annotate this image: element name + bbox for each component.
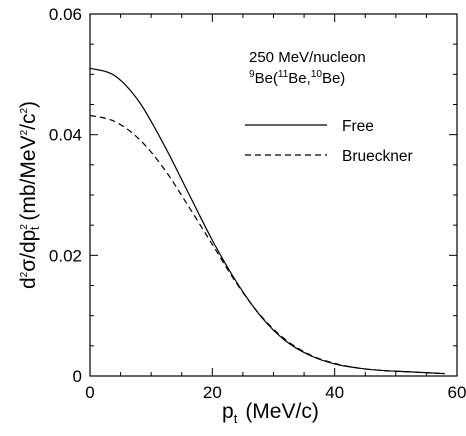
- annotation-reaction: 9Be(11Be,10Be): [249, 69, 345, 87]
- series-line-free: [89, 67, 445, 375]
- tick-marks: [89, 13, 458, 377]
- tick-labels: 0 20 40 60 0 0.02 0.04 0.06: [49, 5, 466, 402]
- series-layer: [89, 67, 445, 375]
- x-tick-label: 60: [448, 383, 466, 402]
- legend-label-brueckner: Brueckner: [342, 148, 413, 165]
- y-tick-label: 0.02: [49, 246, 82, 265]
- legend: Free Brueckner: [245, 118, 413, 165]
- x-axis-label: pt (MeV/c): [222, 400, 319, 426]
- y-tick-label: 0.06: [49, 5, 82, 24]
- y-axis-label: d2σ/dp2t (mb/MeV2/c2): [17, 101, 42, 289]
- legend-label-free: Free: [342, 118, 374, 135]
- plot-frame: [89, 13, 458, 377]
- y-tick-label: 0: [73, 367, 82, 386]
- x-tick-label: 0: [85, 383, 94, 402]
- x-tick-label: 40: [325, 383, 344, 402]
- series-line-brueckner: [89, 114, 445, 375]
- x-tick-label: 20: [203, 383, 222, 402]
- annotation-energy: 250 MeV/nucleon: [249, 49, 366, 66]
- y-tick-label: 0.04: [49, 126, 82, 145]
